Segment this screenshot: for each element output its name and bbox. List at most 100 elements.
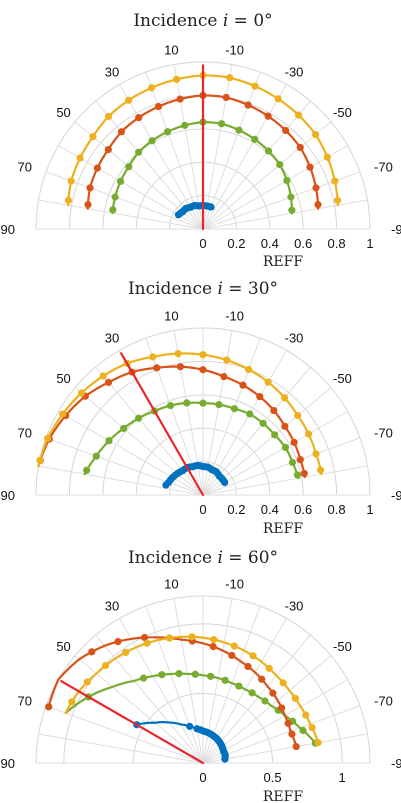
r-tick-label: 0.2 (227, 236, 245, 251)
series-point (44, 434, 52, 443)
grid-spoke (202, 64, 233, 230)
series-point (251, 135, 259, 143)
series-point (206, 672, 215, 680)
series-point (83, 678, 91, 686)
series-point (84, 200, 92, 209)
series-point (287, 193, 295, 201)
series-point (290, 438, 298, 446)
angle-tick-label: 50 (56, 639, 70, 654)
series-point (264, 378, 272, 386)
series-point (269, 689, 277, 697)
series-point (199, 399, 207, 407)
series-point (199, 351, 207, 359)
series-point (174, 349, 182, 358)
series-point (304, 430, 313, 438)
grid-spoke (202, 437, 361, 496)
series-point (246, 410, 254, 418)
series-point (68, 698, 76, 706)
angle-tick-label: 30 (105, 64, 119, 79)
series-point (104, 112, 113, 121)
reflection-line (60, 680, 205, 765)
series-point (111, 193, 119, 201)
series-point (143, 639, 151, 647)
series-0 (162, 461, 229, 489)
r-tick-label: 0.5 (264, 770, 282, 785)
series-point (245, 365, 253, 374)
series-point (135, 114, 143, 122)
angle-tick-label: 90 (1, 488, 15, 503)
series-point (176, 95, 184, 103)
series-point (199, 366, 207, 374)
series-point (67, 177, 75, 185)
angle-tick-label: 50 (56, 371, 70, 386)
grid-spoke (202, 465, 368, 496)
series-point (59, 410, 67, 418)
series-point (193, 725, 201, 733)
series-point (215, 400, 223, 409)
series-point (77, 389, 86, 397)
series-point (83, 466, 91, 474)
series-point (258, 675, 266, 683)
series-point (162, 481, 170, 489)
angle-tick-label: -70 (374, 160, 393, 175)
angle-tick-label: 10 (164, 309, 178, 324)
series-point (239, 381, 247, 389)
grid-spoke (38, 465, 204, 496)
grid-spoke (95, 366, 204, 496)
grid-spoke (173, 64, 204, 230)
series-point (296, 143, 304, 152)
series-point (312, 450, 320, 458)
series-point (288, 458, 297, 467)
series-point (173, 75, 181, 83)
series-3 (36, 349, 325, 476)
series-point (294, 111, 303, 119)
angle-tick-label: -10 (225, 577, 244, 592)
series-point (140, 633, 149, 642)
angle-tick-label: 30 (105, 330, 119, 345)
series-point (220, 372, 228, 381)
series-point (278, 704, 286, 712)
series-point (186, 722, 194, 730)
grid-spoke (95, 634, 204, 764)
panel-title: Incidence i = 0° (133, 11, 272, 31)
series-0 (174, 201, 215, 219)
series-point (148, 137, 156, 145)
angle-tick-label: -90 (391, 222, 401, 237)
angle-tick-label: -90 (391, 488, 401, 503)
series-point (314, 200, 322, 209)
angle-tick-label: 30 (105, 598, 119, 613)
series-point (121, 648, 130, 657)
series-point (282, 126, 290, 135)
series-point (222, 93, 230, 102)
r-tick-label: 0.2 (227, 502, 245, 517)
series-point (64, 196, 72, 204)
series-point (92, 452, 100, 460)
series-point (116, 177, 125, 186)
series-point (244, 662, 252, 671)
series-point (109, 206, 117, 214)
r-axis-label: REFF (263, 789, 303, 803)
series-point (264, 147, 273, 155)
series-point (300, 469, 308, 478)
series-point (188, 633, 196, 641)
series-point (284, 719, 292, 727)
series-point (317, 466, 325, 474)
series-point (251, 82, 259, 90)
series-point (283, 176, 291, 185)
series-point (323, 153, 331, 161)
grid-spoke (202, 121, 332, 230)
series-point (165, 634, 174, 642)
series-point (174, 211, 183, 219)
panel-title: Incidence i = 60° (128, 548, 278, 568)
series-point (210, 636, 218, 644)
angle-tick-label: -10 (225, 43, 244, 58)
series-point (134, 148, 143, 156)
reflection-line (120, 352, 205, 497)
series-point (104, 145, 112, 154)
series-point (166, 401, 175, 410)
series-point (296, 455, 304, 464)
series-point (175, 670, 183, 678)
